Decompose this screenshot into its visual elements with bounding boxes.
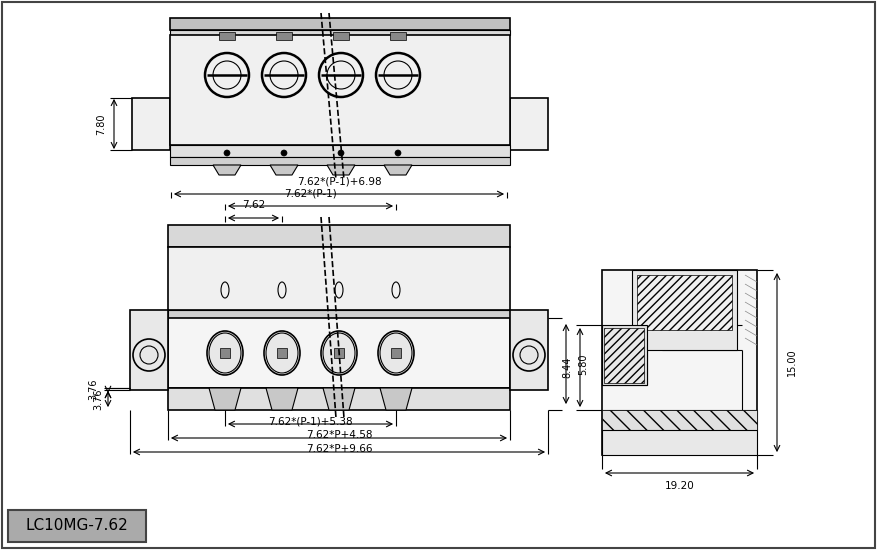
Bar <box>602 325 647 385</box>
Bar <box>170 18 510 30</box>
Bar <box>391 348 401 358</box>
Bar <box>277 348 287 358</box>
Ellipse shape <box>380 333 412 373</box>
Bar <box>170 157 510 165</box>
Bar <box>219 32 235 40</box>
Bar <box>170 30 510 35</box>
Circle shape <box>395 150 401 156</box>
Bar <box>510 310 548 390</box>
Polygon shape <box>270 165 298 175</box>
Text: LC10MG-7.62: LC10MG-7.62 <box>25 519 128 534</box>
Circle shape <box>338 150 344 156</box>
Polygon shape <box>209 388 241 410</box>
Bar <box>168 388 510 410</box>
Bar <box>333 32 349 40</box>
Bar <box>637 275 732 330</box>
Text: 8.44: 8.44 <box>562 357 572 378</box>
Bar <box>168 318 510 388</box>
Ellipse shape <box>266 333 298 373</box>
Bar <box>130 310 168 390</box>
Bar <box>334 348 344 358</box>
Bar <box>170 145 510 157</box>
Text: 7.62*(P-1): 7.62*(P-1) <box>284 188 337 198</box>
Bar <box>632 270 737 350</box>
Bar <box>132 98 170 150</box>
Bar <box>510 98 548 150</box>
Polygon shape <box>384 165 412 175</box>
Polygon shape <box>327 165 355 175</box>
Text: 7.80: 7.80 <box>96 113 106 135</box>
Bar <box>276 32 292 40</box>
Bar <box>170 35 510 145</box>
Text: 7.62: 7.62 <box>242 200 265 210</box>
Bar <box>168 310 510 318</box>
Bar <box>602 270 757 455</box>
Bar <box>390 32 406 40</box>
Bar <box>168 247 510 310</box>
Text: 5.80: 5.80 <box>578 353 588 375</box>
Ellipse shape <box>209 333 241 373</box>
Polygon shape <box>323 388 355 410</box>
Text: 3.76: 3.76 <box>88 378 98 400</box>
Bar <box>220 348 230 358</box>
Bar <box>8 510 146 542</box>
Text: 19.20: 19.20 <box>665 481 695 491</box>
Text: 3.76: 3.76 <box>93 388 103 410</box>
Circle shape <box>224 150 230 156</box>
Circle shape <box>281 150 287 156</box>
Polygon shape <box>266 388 298 410</box>
Ellipse shape <box>323 333 355 373</box>
Text: 7.62*P+4.58: 7.62*P+4.58 <box>306 430 372 440</box>
Bar <box>602 410 757 430</box>
Text: 7.62*(P-1)+5.38: 7.62*(P-1)+5.38 <box>268 416 353 426</box>
Polygon shape <box>380 388 412 410</box>
Text: 15.00: 15.00 <box>787 349 797 376</box>
Bar <box>168 225 510 247</box>
Polygon shape <box>213 165 241 175</box>
Bar <box>602 430 757 455</box>
Bar <box>604 328 644 383</box>
Text: 7.62*P+9.66: 7.62*P+9.66 <box>306 444 372 454</box>
Bar <box>602 410 757 430</box>
Text: 联捷电气: 联捷电气 <box>350 267 490 323</box>
Text: 7.62*(P-1)+6.98: 7.62*(P-1)+6.98 <box>296 176 381 186</box>
